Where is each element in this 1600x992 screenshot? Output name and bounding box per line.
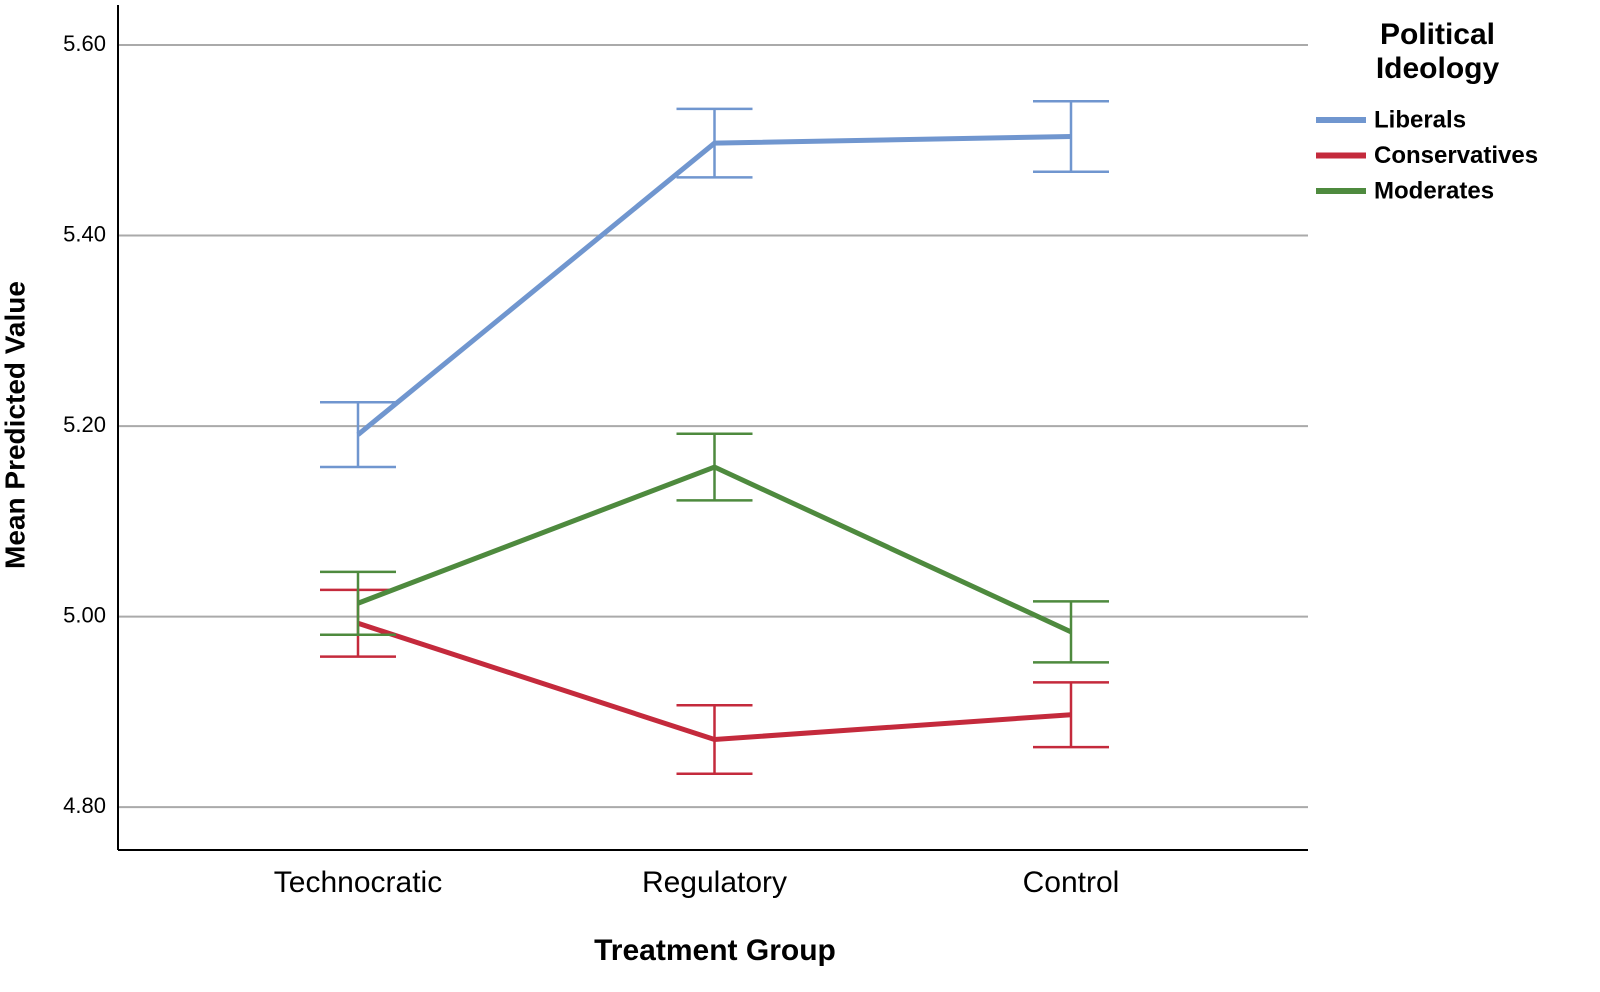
- series-line: [356, 133, 1072, 437]
- x-axis-title: Treatment Group: [594, 934, 836, 967]
- x-tick-label: Control: [1023, 866, 1120, 899]
- y-tick-label: 5.40: [63, 221, 106, 246]
- y-tick-label: 5.60: [63, 31, 106, 56]
- series-line: [357, 464, 1073, 635]
- y-axis-title: Mean Predicted Value: [0, 281, 30, 569]
- y-tick-label: 5.00: [63, 602, 106, 627]
- legend-label: Moderates: [1374, 177, 1494, 204]
- y-tick-label: 5.20: [63, 412, 106, 437]
- legend-label: Liberals: [1374, 106, 1466, 133]
- series-line: [357, 620, 1072, 743]
- legend-label: Conservatives: [1374, 142, 1538, 169]
- error-bar: [1033, 681, 1109, 749]
- y-tick-label: 4.80: [63, 793, 106, 818]
- error-bar: [1033, 99, 1109, 173]
- x-tick-label: Technocratic: [274, 866, 442, 899]
- x-tick-label: Regulatory: [642, 866, 787, 899]
- legend-title: Political Ideology: [1375, 18, 1500, 85]
